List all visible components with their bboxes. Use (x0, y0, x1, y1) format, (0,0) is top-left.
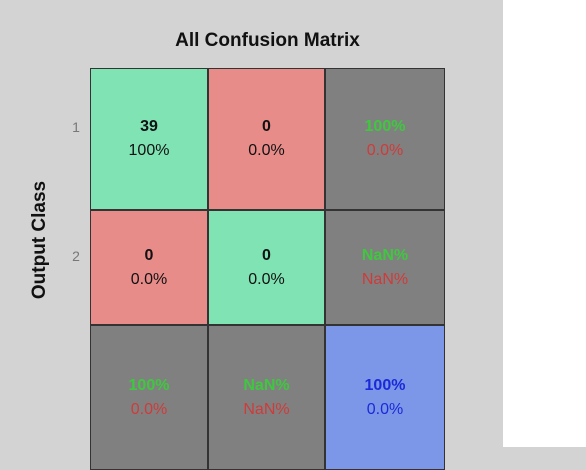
cell-value: NaN% (243, 376, 290, 394)
matrix-cell: 39 100% (90, 68, 208, 210)
row-label: 1 (72, 119, 80, 135)
cell-percent: 0.0% (130, 270, 168, 288)
cell-value: 0 (144, 246, 154, 264)
cell-value: 39 (140, 118, 158, 135)
row-label: 2 (72, 247, 80, 264)
cell-value: 100% (364, 376, 406, 394)
matrix-cell: 100% 0.0% (90, 325, 208, 470)
matrix-cell: NaN% NaN% (208, 325, 325, 470)
cell-percent: 0.0% (366, 400, 404, 418)
y-axis-label: Output Class (29, 180, 50, 300)
cell-value: 100% (128, 376, 170, 394)
title: All Confusion Matrix (175, 30, 360, 51)
cell-value: 0 (262, 246, 271, 264)
page: {"title": "All Confusion Matrix", "y_lab… (29, 0, 586, 470)
matrix-cell: 0 0.0% (90, 210, 208, 325)
cell-percent: NaN% (361, 270, 409, 288)
matrix-cell: 0 0.0% (208, 68, 325, 210)
matrix-cell: 100% 0.0% (325, 68, 445, 210)
cell-percent: 100% (128, 142, 170, 159)
matrix-cell: NaN% NaN% (325, 210, 445, 325)
matrix: 39 100% 0 0.0% 100% 0.0% 0 0.0% 0 0.0% NaN% NaN% 100… (90, 68, 445, 470)
cell-percent: NaN% (243, 400, 290, 418)
cell-percent: 0.0% (248, 270, 285, 288)
matrix-cell: 0 0.0% (208, 210, 325, 325)
cell-value: 100% (364, 118, 406, 135)
cell-percent: 0.0% (130, 400, 168, 418)
cell-value: 0 (262, 118, 271, 135)
matrix-cell: 100% 0.0% (325, 325, 445, 470)
cell-value: NaN% (361, 246, 409, 264)
cell-percent: 0.0% (366, 142, 404, 159)
background-strip (503, 0, 586, 447)
cell-percent: 0.0% (248, 142, 285, 159)
